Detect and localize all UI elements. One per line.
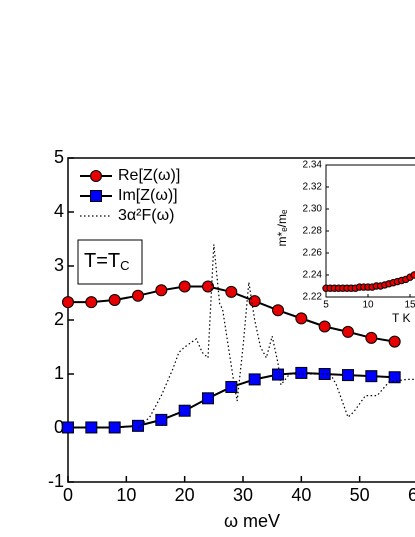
square-marker (155, 413, 168, 426)
square-marker (178, 404, 191, 417)
annotation-box (77, 239, 143, 285)
square-marker (248, 373, 261, 386)
circle-marker (365, 331, 378, 344)
circle-marker (410, 271, 415, 279)
circle-marker (248, 295, 261, 308)
square-marker (272, 368, 284, 381)
circle-marker (155, 284, 168, 297)
square-marker (318, 368, 331, 380)
x-tick-label: 40 (291, 485, 311, 505)
square-marker (90, 190, 102, 202)
y-tick-label: 2.32 (303, 182, 323, 193)
circle-marker (62, 296, 74, 309)
x-tick-label: 0 (63, 485, 73, 505)
square-marker (132, 419, 144, 432)
circle-marker (318, 320, 331, 333)
legend-label: Im[Z(ω)] (118, 187, 178, 204)
y-axis-label: m*ₑ/mₑ (275, 209, 289, 246)
x-tick-label: 30 (233, 485, 253, 505)
x-axis-label: ω meV (224, 511, 280, 531)
y-tick-label: 0 (54, 417, 64, 437)
annotation: T=TC (84, 250, 130, 273)
y-tick-label: 2.28 (303, 226, 323, 237)
square-marker (365, 370, 378, 383)
square-marker (342, 369, 354, 382)
y-tick-label: 2.34 (303, 160, 323, 171)
x-tick-label: 60 (408, 485, 415, 505)
circle-marker (178, 280, 191, 293)
y-tick-label: 3 (54, 255, 64, 275)
x-tick-label: 20 (175, 485, 195, 505)
y-tick-label: 2.26 (303, 248, 323, 259)
y-tick-label: 5 (54, 147, 64, 167)
circle-marker (90, 170, 102, 182)
circle-marker (202, 280, 214, 293)
square-marker (62, 421, 74, 434)
series-line (137, 244, 415, 429)
annotation-main: T=T (84, 250, 120, 272)
x-tick-label: 10 (362, 300, 374, 311)
legend-label: 3α²F(ω) (118, 207, 174, 224)
x-axis-label: T K (392, 311, 410, 325)
x-tick-label: 15 (404, 300, 415, 311)
legend-label: Re[Z(ω)] (118, 167, 180, 184)
circle-marker (225, 285, 238, 298)
x-tick-label: 5 (323, 300, 329, 311)
y-tick-label: 2.30 (303, 204, 323, 215)
x-tick-label: 10 (116, 485, 136, 505)
y-tick-label: 2.22 (303, 292, 323, 303)
circle-marker (108, 294, 121, 307)
square-marker (388, 371, 401, 384)
square-marker (225, 380, 238, 393)
circle-marker (295, 312, 308, 325)
annotation-sub: C (120, 258, 129, 273)
plot-area (325, 164, 415, 298)
square-marker (108, 421, 121, 434)
y-tick-label: 2 (54, 309, 64, 329)
circle-marker (388, 335, 401, 348)
x-tick-label: 50 (350, 485, 370, 505)
circle-marker (132, 289, 144, 302)
square-marker (202, 392, 214, 405)
y-tick-label: 1 (54, 363, 64, 383)
square-marker (85, 421, 98, 434)
y-tick-label: 2.24 (303, 270, 323, 281)
square-marker (295, 366, 308, 379)
y-tick-label: -1 (48, 471, 64, 491)
circle-marker (85, 296, 98, 309)
y-tick-label: 4 (54, 201, 64, 221)
circle-marker (342, 325, 354, 338)
circle-marker (272, 304, 284, 317)
